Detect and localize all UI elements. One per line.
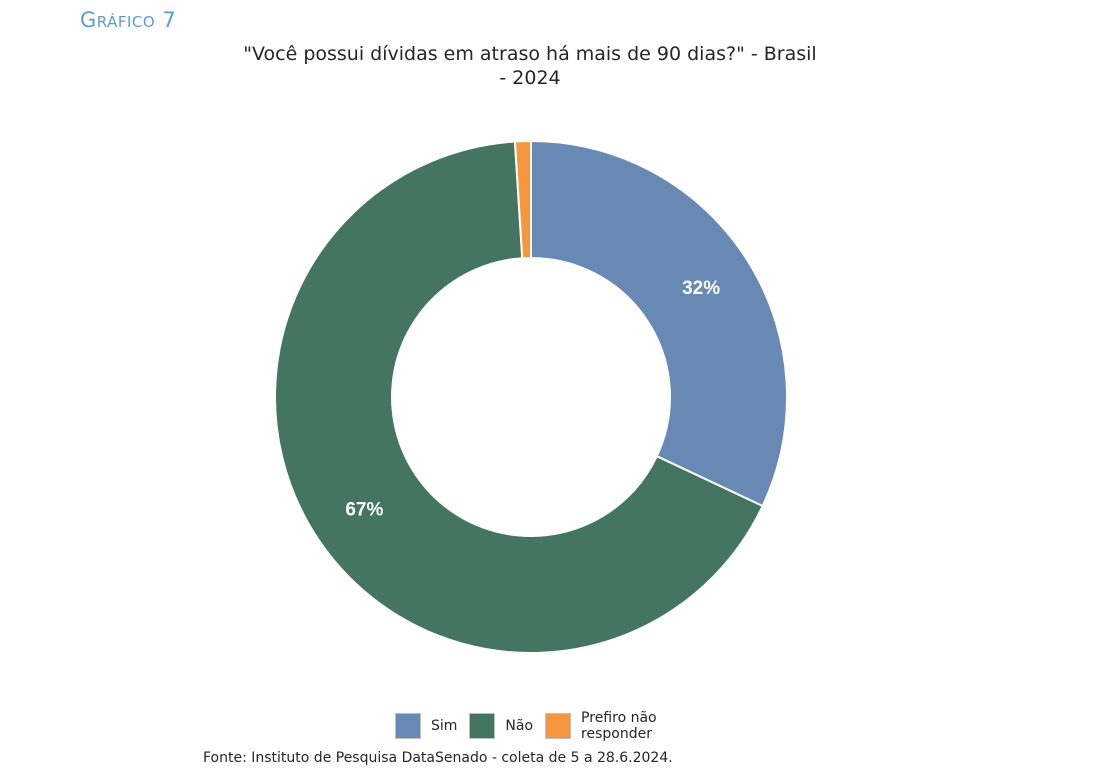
chart-title: "Você possui dívidas em atraso há mais d… bbox=[240, 42, 820, 90]
legend-label-prefiro-nao-responder: Prefiro não responder bbox=[581, 710, 657, 742]
source-note: Fonte: Instituto de Pesquisa DataSenado … bbox=[203, 750, 673, 766]
legend-item-nao: Não bbox=[469, 713, 533, 739]
donut-slice-prefiro-nao-responder bbox=[513, 139, 532, 260]
figure-label: Gráfico 7 bbox=[80, 8, 177, 32]
legend-item-prefiro-nao-responder: Prefiro não responder bbox=[545, 710, 661, 742]
legend-label-nao: Não bbox=[505, 718, 534, 734]
data-label-nao: 67% bbox=[345, 499, 383, 520]
legend-label-sim: Sim bbox=[431, 718, 458, 734]
chart-title-line-2: - 2024 bbox=[499, 67, 561, 89]
chart-title-line-1: "Você possui dívidas em atraso há mais d… bbox=[243, 43, 817, 65]
legend-swatch-sim bbox=[395, 713, 421, 739]
legend-swatch-prefiro-nao-responder bbox=[545, 713, 572, 739]
data-label-sim: 32% bbox=[682, 278, 720, 299]
legend-item-sim: Sim bbox=[395, 713, 457, 739]
donut-slice-sim bbox=[530, 139, 788, 508]
legend-swatch-nao bbox=[469, 713, 496, 739]
legend: Sim Não Prefiro não responder bbox=[395, 710, 673, 742]
donut-chart: 32% 67% bbox=[274, 139, 788, 654]
donut-slice-nao bbox=[274, 140, 764, 654]
